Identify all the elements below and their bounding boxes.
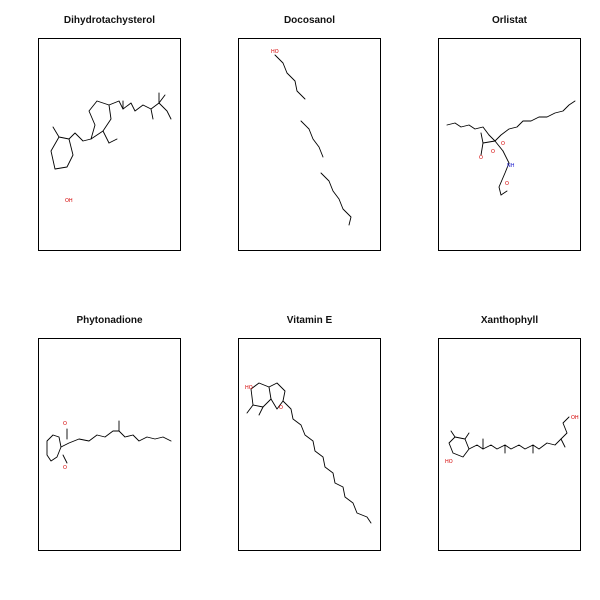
structure-drawing: HO O xyxy=(245,382,372,524)
structure-frame: OH xyxy=(38,38,181,251)
atom-label: O xyxy=(501,141,505,147)
atom-label: OH xyxy=(571,415,579,421)
atom-label: HO xyxy=(271,49,279,55)
bond-lines xyxy=(246,382,372,524)
atom-label: OH xyxy=(65,198,73,204)
structure-frame: OH HO xyxy=(438,338,581,551)
molecule-title: Xanthophyll xyxy=(480,315,539,326)
atom-label: O xyxy=(279,405,283,411)
atom-label: HO xyxy=(445,459,453,465)
molecule-title: Vitamin E xyxy=(286,315,333,326)
structure-frame: O O xyxy=(38,338,181,551)
atom-label: O xyxy=(63,421,67,427)
structure-drawing: O O O O NH xyxy=(446,100,576,196)
molecule-title: Docosanol xyxy=(283,15,336,26)
atom-label: O xyxy=(479,155,483,161)
atom-label: O xyxy=(63,465,67,471)
atom-label: NH xyxy=(507,163,515,169)
molecule-title: Dihydrotachysterol xyxy=(63,15,156,26)
atom-label: HO xyxy=(245,385,253,391)
atom-label: O xyxy=(491,149,495,155)
bond-lines xyxy=(446,100,576,196)
structure-drawing: HO xyxy=(271,49,352,226)
structure-drawing: OH xyxy=(50,92,172,204)
bond-lines xyxy=(46,420,172,464)
structure-frame: HO O xyxy=(238,338,381,551)
bond-lines xyxy=(274,54,352,226)
structure-drawing: OH HO xyxy=(445,415,579,465)
molecule-panel-xanthophyll: Xanthophyll OH HO xyxy=(438,300,581,560)
molecule-panel-dihydrotachysterol: Dihydrotachysterol OH xyxy=(38,0,181,260)
bond-lines xyxy=(448,416,570,458)
molecule-title: Phytonadione xyxy=(76,315,143,326)
molecule-panel-vitamin-e: Vitamin E HO O xyxy=(238,300,381,560)
molecule-panel-docosanol: Docosanol HO xyxy=(238,0,381,260)
atom-label: O xyxy=(505,181,509,187)
molecule-panel-phytonadione: Phytonadione O O xyxy=(38,300,181,560)
molecule-title: Orlistat xyxy=(491,15,527,26)
structure-drawing: O O xyxy=(46,420,172,471)
structure-frame: O O O O NH xyxy=(438,38,581,251)
bond-lines xyxy=(50,92,172,170)
molecule-panel-orlistat: Orlistat O O O O NH xyxy=(438,0,581,260)
structure-frame: HO xyxy=(238,38,381,251)
